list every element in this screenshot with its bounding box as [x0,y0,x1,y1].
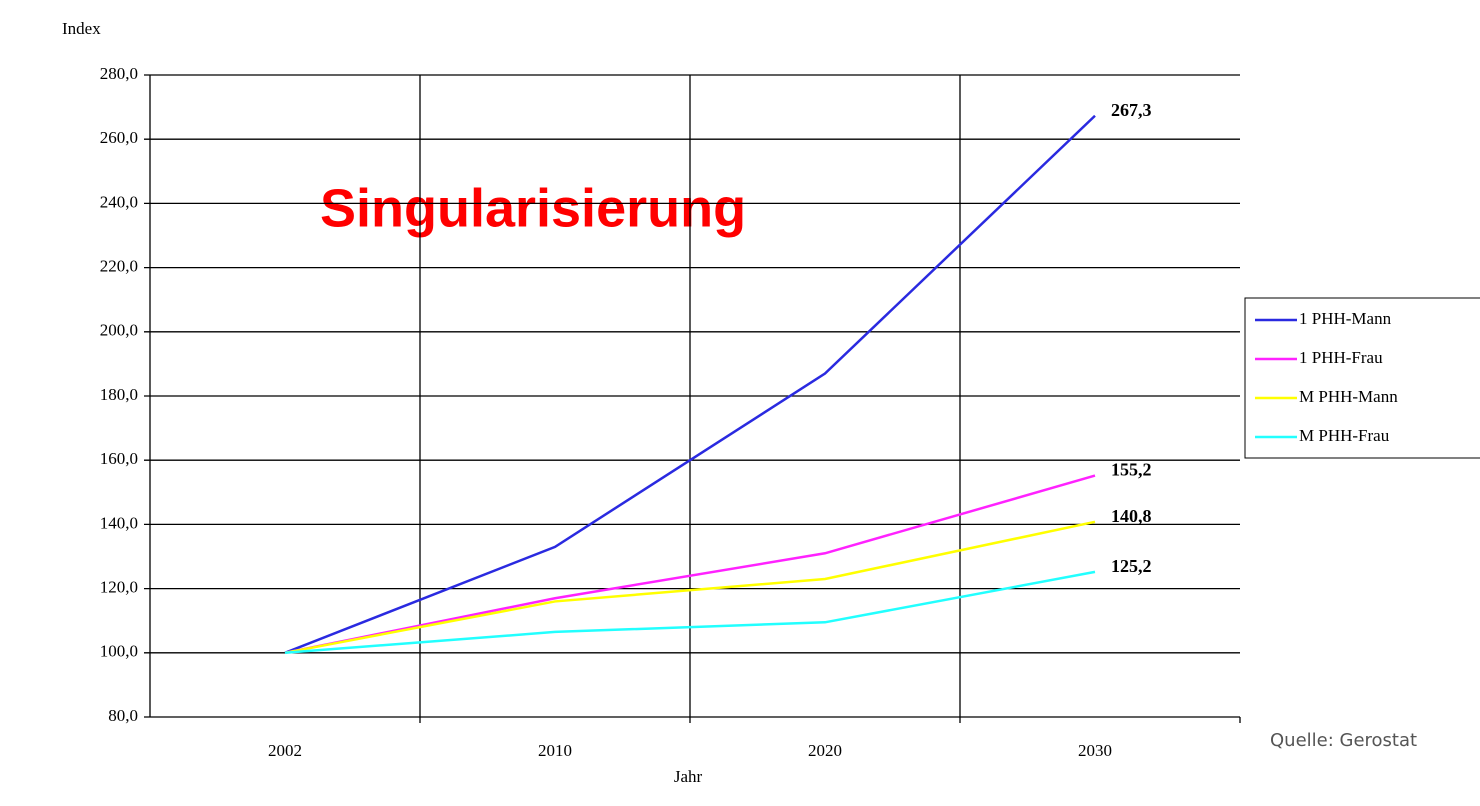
legend-label: 1 PHH-Frau [1299,348,1383,367]
y-tick-label: 180,0 [100,385,138,404]
series-line [284,474,1096,655]
y-tick-label: 240,0 [100,192,138,211]
data-label: 267,3 [1111,100,1152,120]
series-line [284,520,1096,655]
y-tick-label: 140,0 [100,513,138,532]
legend-box [1244,297,1480,459]
x-tick-label: 2010 [538,741,572,760]
x-axis-label: Jahr [674,767,703,786]
y-tick-label: 160,0 [100,449,138,468]
series-line [284,570,1096,655]
x-tick-label: 2020 [808,741,842,760]
legend-label: M PHH-Frau [1299,426,1390,445]
y-tick-label: 280,0 [100,64,138,83]
y-tick-label: 220,0 [100,257,138,276]
legend: 1 PHH-Mann 1 PHH-Frau M PHH-Mann M PHH-Frau [1244,297,1480,459]
x-tick-label: 2030 [1078,741,1112,760]
data-label: 140,8 [1111,506,1152,526]
legend-label: M PHH-Mann [1299,387,1398,406]
y-tick-label: 200,0 [100,321,138,340]
source: Quelle: Gerostat [1270,730,1417,751]
legend-label: 1 PHH-Mann [1299,309,1392,328]
y-tick-label: 120,0 [100,578,138,597]
y-tick-label: 100,0 [100,642,138,661]
y-tick-label: 80,0 [108,706,138,725]
y-axis-label: Index [62,19,101,38]
series-line [284,114,1096,654]
y-tick-label: 260,0 [100,128,138,147]
data-label: 155,2 [1111,460,1152,480]
data-label: 125,2 [1111,556,1152,576]
chart-title: Singularisierung [320,178,746,238]
x-tick-label: 2002 [268,741,302,760]
